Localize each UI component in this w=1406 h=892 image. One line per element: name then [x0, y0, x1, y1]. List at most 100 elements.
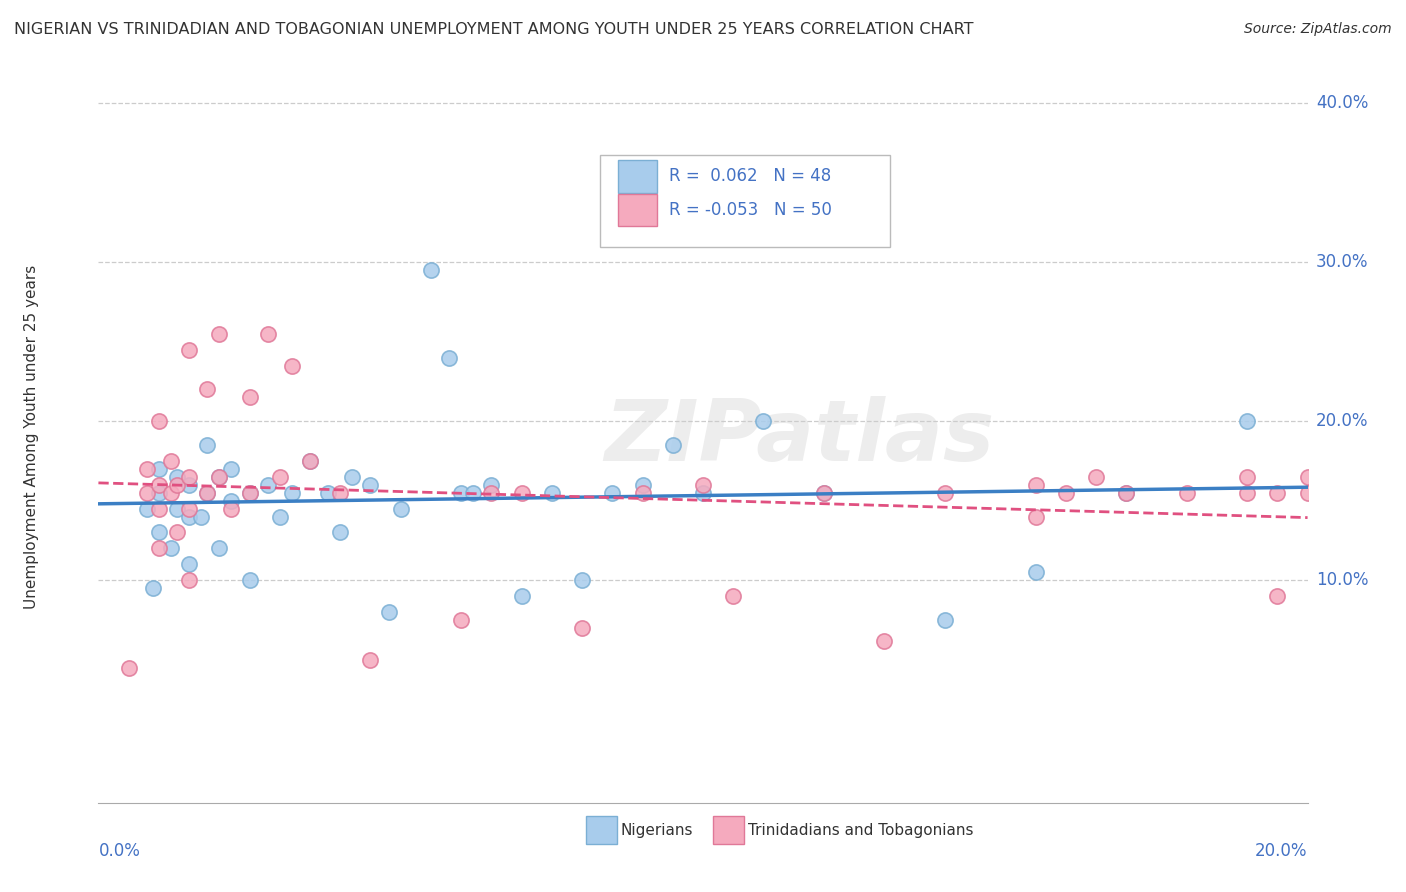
Point — [450, 485, 472, 500]
FancyBboxPatch shape — [619, 161, 657, 193]
Text: R =  0.062   N = 48: R = 0.062 N = 48 — [669, 168, 831, 186]
Point — [166, 525, 188, 540]
Point — [190, 509, 212, 524]
Text: Nigerians: Nigerians — [621, 822, 693, 838]
Point — [148, 485, 170, 500]
Point — [360, 653, 382, 667]
Point — [256, 326, 278, 341]
Point — [661, 438, 683, 452]
Point — [195, 438, 218, 452]
Point — [510, 589, 533, 603]
Point — [148, 541, 170, 556]
Point — [221, 493, 243, 508]
Point — [179, 343, 201, 357]
Point — [160, 454, 183, 468]
Point — [160, 541, 183, 556]
Point — [329, 525, 352, 540]
Text: 0.0%: 0.0% — [98, 842, 141, 860]
Point — [166, 501, 188, 516]
Point — [1024, 477, 1046, 491]
Point — [208, 326, 231, 341]
Point — [179, 477, 201, 491]
Point — [221, 501, 243, 516]
Point — [692, 485, 714, 500]
Point — [342, 470, 364, 484]
Point — [813, 485, 835, 500]
Point — [148, 414, 170, 428]
Point — [1085, 470, 1108, 484]
Text: Source: ZipAtlas.com: Source: ZipAtlas.com — [1244, 22, 1392, 37]
Point — [602, 485, 624, 500]
Point — [179, 558, 201, 572]
Point — [135, 485, 157, 500]
FancyBboxPatch shape — [586, 816, 617, 845]
Point — [873, 633, 896, 648]
Point — [195, 485, 218, 500]
Point — [208, 541, 231, 556]
Point — [142, 581, 165, 595]
Point — [1024, 566, 1046, 580]
Point — [631, 477, 654, 491]
Text: 30.0%: 30.0% — [1316, 253, 1368, 271]
Point — [195, 485, 218, 500]
Point — [239, 485, 262, 500]
Point — [148, 525, 170, 540]
Point — [631, 485, 654, 500]
Point — [329, 485, 352, 500]
Point — [420, 263, 443, 277]
Point — [723, 589, 745, 603]
Point — [135, 462, 157, 476]
Point — [389, 501, 412, 516]
Point — [510, 485, 533, 500]
Point — [571, 621, 593, 635]
Point — [179, 501, 201, 516]
Point — [934, 485, 956, 500]
Point — [221, 462, 243, 476]
Point — [1175, 485, 1198, 500]
Point — [281, 485, 304, 500]
Point — [1296, 470, 1319, 484]
Point — [281, 359, 304, 373]
Point — [118, 660, 141, 674]
Point — [1267, 589, 1289, 603]
Text: ZIPatlas: ZIPatlas — [605, 395, 995, 479]
Point — [813, 485, 835, 500]
Point — [1267, 485, 1289, 500]
Point — [1054, 485, 1077, 500]
Point — [148, 462, 170, 476]
Point — [437, 351, 460, 365]
Text: R = -0.053   N = 50: R = -0.053 N = 50 — [669, 201, 832, 219]
Point — [239, 390, 262, 404]
Point — [316, 485, 339, 500]
Point — [481, 485, 503, 500]
Point — [269, 470, 291, 484]
Point — [752, 414, 775, 428]
Point — [1115, 485, 1137, 500]
Point — [934, 613, 956, 627]
Point — [463, 485, 485, 500]
Point — [692, 477, 714, 491]
Point — [571, 573, 593, 587]
Text: 20.0%: 20.0% — [1316, 412, 1368, 430]
Point — [179, 573, 201, 587]
Point — [299, 454, 322, 468]
Point — [1236, 470, 1258, 484]
Point — [256, 477, 278, 491]
Point — [208, 470, 231, 484]
Point — [1236, 485, 1258, 500]
Point — [1296, 485, 1319, 500]
Point — [195, 383, 218, 397]
Point — [1024, 509, 1046, 524]
Point — [135, 501, 157, 516]
Point — [166, 477, 188, 491]
Point — [239, 485, 262, 500]
Point — [148, 477, 170, 491]
Point — [160, 485, 183, 500]
Point — [179, 470, 201, 484]
Point — [377, 605, 399, 619]
Text: NIGERIAN VS TRINIDADIAN AND TOBAGONIAN UNEMPLOYMENT AMONG YOUTH UNDER 25 YEARS C: NIGERIAN VS TRINIDADIAN AND TOBAGONIAN U… — [14, 22, 973, 37]
FancyBboxPatch shape — [600, 155, 890, 247]
Text: 20.0%: 20.0% — [1256, 842, 1308, 860]
Text: Trinidadians and Tobagonians: Trinidadians and Tobagonians — [748, 822, 973, 838]
Point — [299, 454, 322, 468]
